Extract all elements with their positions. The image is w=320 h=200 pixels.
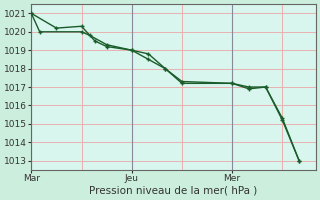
X-axis label: Pression niveau de la mer( hPa ): Pression niveau de la mer( hPa ) <box>90 186 258 196</box>
